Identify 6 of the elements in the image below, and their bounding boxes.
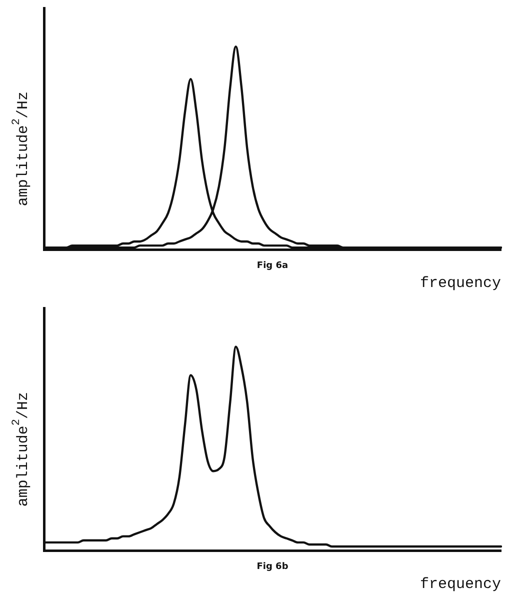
caption: Fig 6a	[256, 260, 288, 271]
caption: Fig 6b	[256, 562, 289, 572]
y-axis-title: amplitude2/Hz	[11, 392, 32, 507]
x-axis-title: frequency	[420, 576, 501, 593]
x-axis-title: frequency	[420, 274, 501, 292]
y-axis-title: amplitude2/Hz	[11, 91, 32, 206]
